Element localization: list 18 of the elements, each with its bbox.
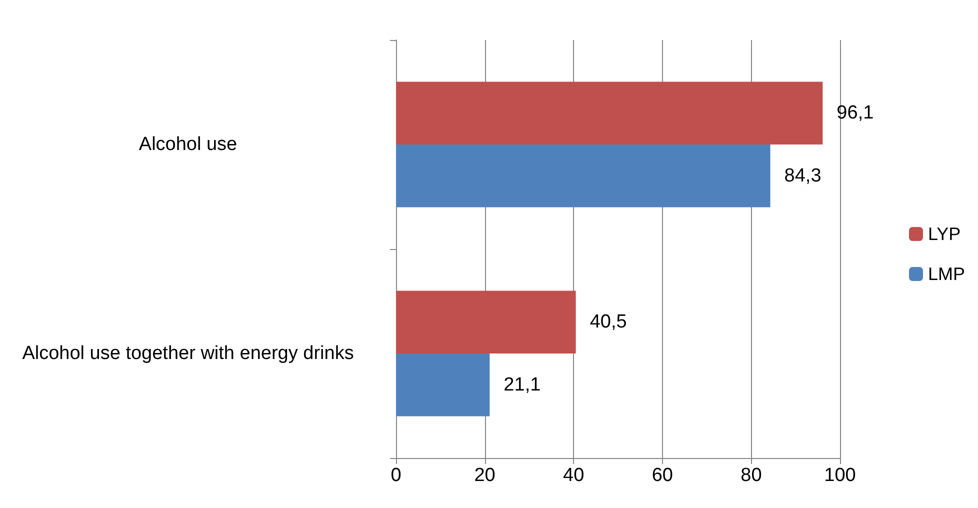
- x-tick-label: 100: [824, 465, 856, 486]
- y-tick-label: Alcohol use together with energy drinks: [22, 343, 354, 364]
- bar: [396, 354, 490, 416]
- legend-label: LMP: [928, 264, 966, 284]
- x-tick-label: 40: [563, 465, 584, 486]
- y-tick-label: Alcohol use: [138, 134, 238, 155]
- data-label: 40,5: [590, 312, 627, 333]
- data-label: 21,1: [504, 374, 541, 396]
- x-tick-label: 80: [740, 465, 762, 486]
- data-label: 84,3: [784, 165, 822, 186]
- bar: [396, 82, 823, 144]
- data-label: 96,1: [836, 102, 874, 124]
- x-tick-label: 60: [652, 465, 673, 486]
- x-tick-label: 20: [474, 465, 496, 486]
- x-tick-label: 0: [390, 465, 402, 486]
- bar: [396, 290, 576, 354]
- legend-label: LYP: [928, 224, 961, 244]
- bar: [396, 144, 770, 208]
